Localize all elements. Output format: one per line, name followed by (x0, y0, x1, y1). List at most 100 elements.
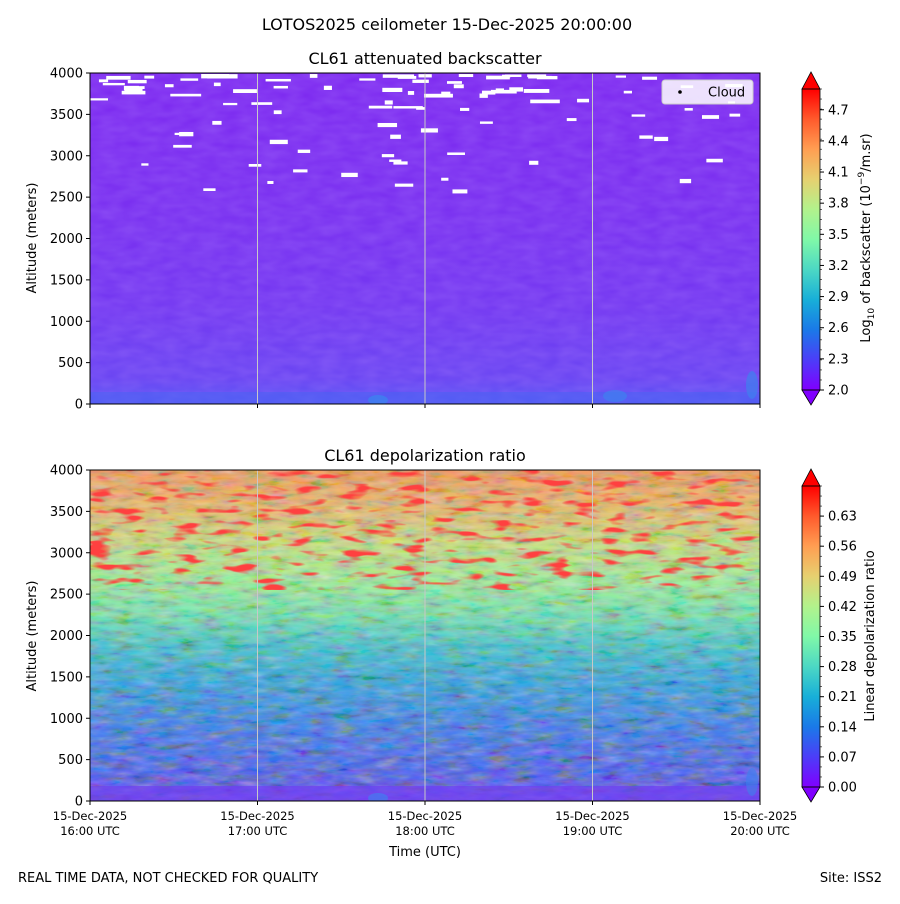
cloud-detection-mark (679, 178, 692, 184)
cloud-detection-mark (458, 74, 474, 78)
depolarization-y-tick-label: 3000 (50, 546, 83, 561)
backscatter-colorbar-extend-max (801, 71, 821, 90)
cloud-detection-mark (144, 75, 155, 79)
cloud-detection-mark (233, 89, 257, 93)
cloud-detection-mark (701, 115, 720, 119)
cloud-detection-mark (389, 159, 402, 162)
cloud-detection-mark (423, 93, 453, 98)
x-axis-label: Time (UTC) (388, 845, 461, 860)
cloud-detection-mark (453, 84, 464, 89)
cloud-detection-mark (642, 76, 658, 80)
x-tick-label-time: 17:00 UTC (228, 824, 288, 838)
cloud-detection-mark (382, 87, 403, 93)
x-tick-label-time: 16:00 UTC (60, 824, 120, 838)
cloud-detection-mark (98, 79, 109, 83)
cloud-legend-marker (678, 90, 682, 94)
cloud-detection-mark (273, 110, 282, 115)
cloud-detection-mark (479, 121, 493, 124)
x-tick-label-time: 20:00 UTC (730, 824, 790, 838)
backscatter-y-tick-label: 2000 (50, 232, 83, 247)
depolarization-y-tick-label: 2500 (50, 588, 83, 603)
cloud-detection-mark (309, 74, 318, 78)
depolarization-colorbar: 0.00 0.07 0.14 0.21 0.28 0.35 0.42 0.49 0.56 0.63 (801, 468, 857, 803)
backscatter-colorbar-tick-label: 2.3 (828, 352, 849, 367)
cloud-detection-mark (164, 84, 174, 88)
cloud-detection-mark (393, 106, 423, 109)
cloud-detection-mark (446, 81, 462, 84)
backscatter-y-tick-label: 500 (58, 356, 83, 371)
cloud-detection-mark (486, 75, 510, 80)
backscatter-y-tick-label: 4000 (50, 67, 83, 82)
depolarization-colorbar-tick-label: 0.49 (828, 570, 857, 585)
depolarization-y-ticks: 0 500 1000 1500 2000 2500 3000 3500 4000 (50, 464, 90, 810)
backscatter-x-ticks (89, 404, 761, 408)
cloud-detection-mark (577, 98, 590, 103)
x-tick-label-time: 19:00 UTC (563, 824, 623, 838)
cloud-detection-mark (273, 85, 288, 89)
backscatter-colorbar-extend-min (801, 389, 821, 406)
backscatter-gridlines (257, 73, 593, 404)
figure-title: LOTOS2025 ceilometer 15-Dec-2025 20:00:0… (262, 15, 632, 34)
cloud-detection-mark (412, 79, 429, 83)
cloud-detection-mark (566, 118, 577, 122)
cloud-detection-mark (684, 108, 693, 111)
backscatter-y-tick-label: 2500 (50, 191, 83, 206)
depolarization-y-tick-label: 3500 (50, 505, 83, 520)
cloud-detection-mark (106, 75, 131, 80)
cloud-detection-mark (390, 134, 401, 139)
cloud-detection-mark (293, 169, 308, 173)
backscatter-y-tick-label: 1000 (50, 315, 83, 330)
cloud-detection-mark (377, 122, 398, 128)
backscatter-colorbar-tick-label: 2.9 (828, 290, 849, 305)
cloud-detection-mark (102, 82, 125, 86)
cloud-detection-mark (623, 90, 632, 94)
depolarization-title: CL61 depolarization ratio (324, 446, 526, 465)
depolarization-gridlines (257, 470, 593, 801)
quality-disclaimer: REAL TIME DATA, NOT CHECKED FOR QUALITY (18, 871, 318, 886)
depolarization-y-tick-label: 1500 (50, 670, 83, 685)
cloud-detection-mark (420, 128, 438, 133)
cloud-detection-mark (180, 78, 199, 81)
cloud-detection-mark (201, 74, 230, 79)
depolarization-y-tick-label: 4000 (50, 464, 83, 479)
cloud-detection-mark (267, 180, 274, 184)
cloud-detection-mark (615, 75, 626, 78)
cloud-detection-mark (407, 91, 415, 95)
cloud-detection-mark (323, 85, 332, 90)
x-tick-label-date: 15-Dec-2025 (53, 809, 127, 823)
cloud-detection-mark (203, 188, 216, 192)
cloud-detection-mark (530, 99, 560, 104)
depolarization-panel: CL61 depolarization ratio 0 500 1000 1500 20… (25, 446, 878, 838)
depolarization-colorbar-extend-max (801, 468, 821, 487)
cloud-detection-mark (213, 82, 221, 87)
cloud-detection-mark (248, 163, 262, 167)
cloud-detection-mark (223, 102, 238, 106)
cloud-legend-label: Cloud (708, 86, 745, 101)
backscatter-y-tick-label: 0 (75, 398, 83, 413)
backscatter-colorbar-tick-label: 3.8 (828, 197, 849, 212)
depolarization-y-tick-label: 500 (58, 753, 83, 768)
cloud-detection-mark (528, 75, 552, 79)
backscatter-colorbar-tick-label: 4.4 (828, 134, 849, 149)
depolarization-colorbar-tick-label: 0.42 (828, 600, 857, 615)
x-tick-label-date: 15-Dec-2025 (723, 809, 797, 823)
depolarization-y-tick-label: 2000 (50, 629, 83, 644)
cloud-detection-mark (495, 88, 505, 91)
depolarization-colorbar-tick-label: 0.00 (828, 781, 857, 796)
backscatter-y-ticks: 0 500 1000 1500 2000 2500 3000 3500 4000 (50, 67, 90, 413)
cloud-detection-mark (460, 107, 470, 111)
depolarization-y-tick-label: 0 (75, 795, 83, 810)
cloud-detection-mark (269, 139, 288, 145)
backscatter-colorbar-tick-label: 3.5 (828, 228, 849, 243)
cloud-detection-mark (127, 79, 147, 84)
cloud-detection-mark (173, 144, 192, 148)
depolarization-colorbar-tick-label: 0.56 (828, 540, 857, 555)
cloud-detection-mark (341, 172, 358, 178)
backscatter-y-tick-label: 3500 (50, 108, 83, 123)
cloud-detection-mark (631, 114, 646, 117)
cloud-detection-mark (384, 100, 393, 105)
backscatter-colorbar-tick-label: 3.2 (828, 259, 849, 274)
depolarization-y-tick-label: 1000 (50, 712, 83, 727)
depolarization-colorbar-extend-min (801, 786, 821, 803)
